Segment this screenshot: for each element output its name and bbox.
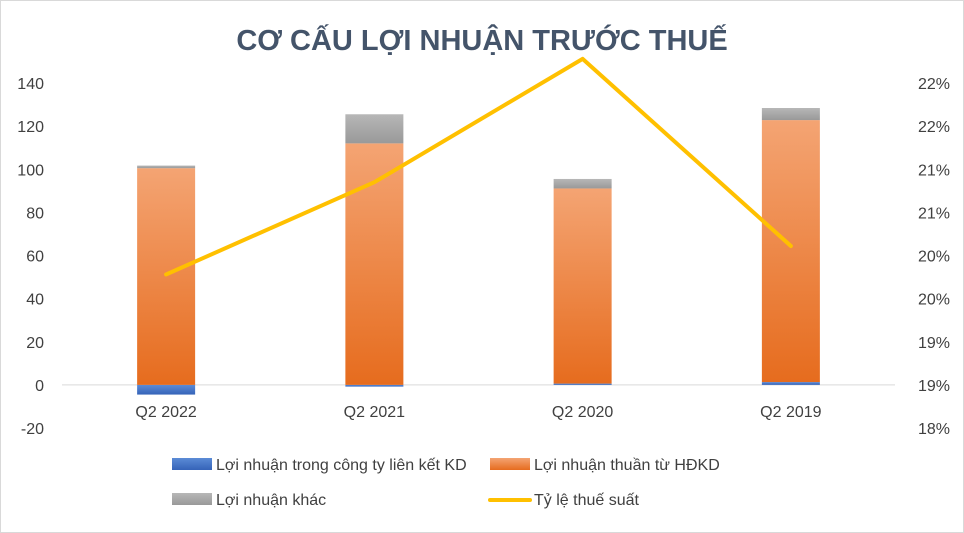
bar-segment [345, 384, 404, 387]
y-right-tick-label: 22% [918, 119, 950, 136]
axes: -20 0 20 40 60 80 100 120 140 18% 19% 19% 20% 20% 21% 2… [17, 76, 950, 438]
y-left-tick-label: 80 [26, 205, 44, 222]
y-right-tick-label: 21% [918, 162, 950, 179]
y-left-tick-label: 20 [26, 335, 44, 352]
bar-segment [761, 120, 820, 383]
bars [137, 108, 820, 395]
bar-segment [137, 165, 196, 169]
legend: Lợi nhuận trong công ty liên kết KD Lợi n… [172, 457, 720, 509]
x-tick-label: Q2 2020 [552, 404, 613, 421]
y-left-tick-label: 40 [26, 292, 44, 309]
y-right-tick-label: 19% [918, 378, 950, 395]
legend-label: Lợi nhuận thuần từ HĐKD [534, 457, 720, 474]
legend-swatch [172, 493, 212, 505]
x-tick-label: Q2 2019 [760, 404, 821, 421]
y-left-tick-label: 100 [17, 162, 44, 179]
legend-label: Lợi nhuận khác [216, 492, 326, 509]
y-right-tick-label: 20% [918, 292, 950, 309]
x-tick-label: Q2 2022 [135, 404, 196, 421]
y-left-tick-label: -20 [21, 421, 44, 438]
y-right-tick-label: 19% [918, 335, 950, 352]
legend-swatch [172, 458, 212, 470]
y-left-tick-label: 60 [26, 249, 44, 266]
bar-segment [761, 382, 820, 385]
bar-segment [345, 143, 404, 385]
y-right-tick-label: 18% [918, 421, 950, 438]
y-right-tick-label: 20% [918, 249, 950, 266]
bar-segment [761, 108, 820, 121]
bar-segment [553, 178, 612, 189]
line-series [164, 56, 793, 277]
legend-label: Tỷ lệ thuế suất [534, 492, 640, 509]
legend-swatch [490, 458, 530, 470]
tax-rate-line [164, 56, 793, 277]
y-left-tick-label: 120 [17, 119, 44, 136]
y-left-tick-label: 0 [35, 378, 44, 395]
y-left-tick-label: 140 [17, 76, 44, 93]
bar-segment [553, 188, 612, 384]
bar-segment [553, 383, 612, 385]
bar-segment [345, 114, 404, 144]
chart-title: CƠ CẤU LỢI NHUẬN TRƯỚC THUẾ [236, 23, 727, 57]
bar-segment [137, 168, 196, 385]
x-tick-label: Q2 2021 [344, 404, 405, 421]
y-right-tick-label: 21% [918, 205, 950, 222]
y-right-tick-label: 22% [918, 76, 950, 93]
legend-label: Lợi nhuận trong công ty liên kết KD [216, 457, 467, 474]
bar-segment [137, 384, 196, 395]
